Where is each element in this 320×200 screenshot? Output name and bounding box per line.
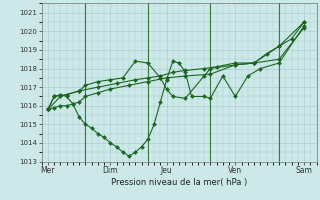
X-axis label: Pression niveau de la mer( hPa ): Pression niveau de la mer( hPa ) <box>111 178 247 187</box>
